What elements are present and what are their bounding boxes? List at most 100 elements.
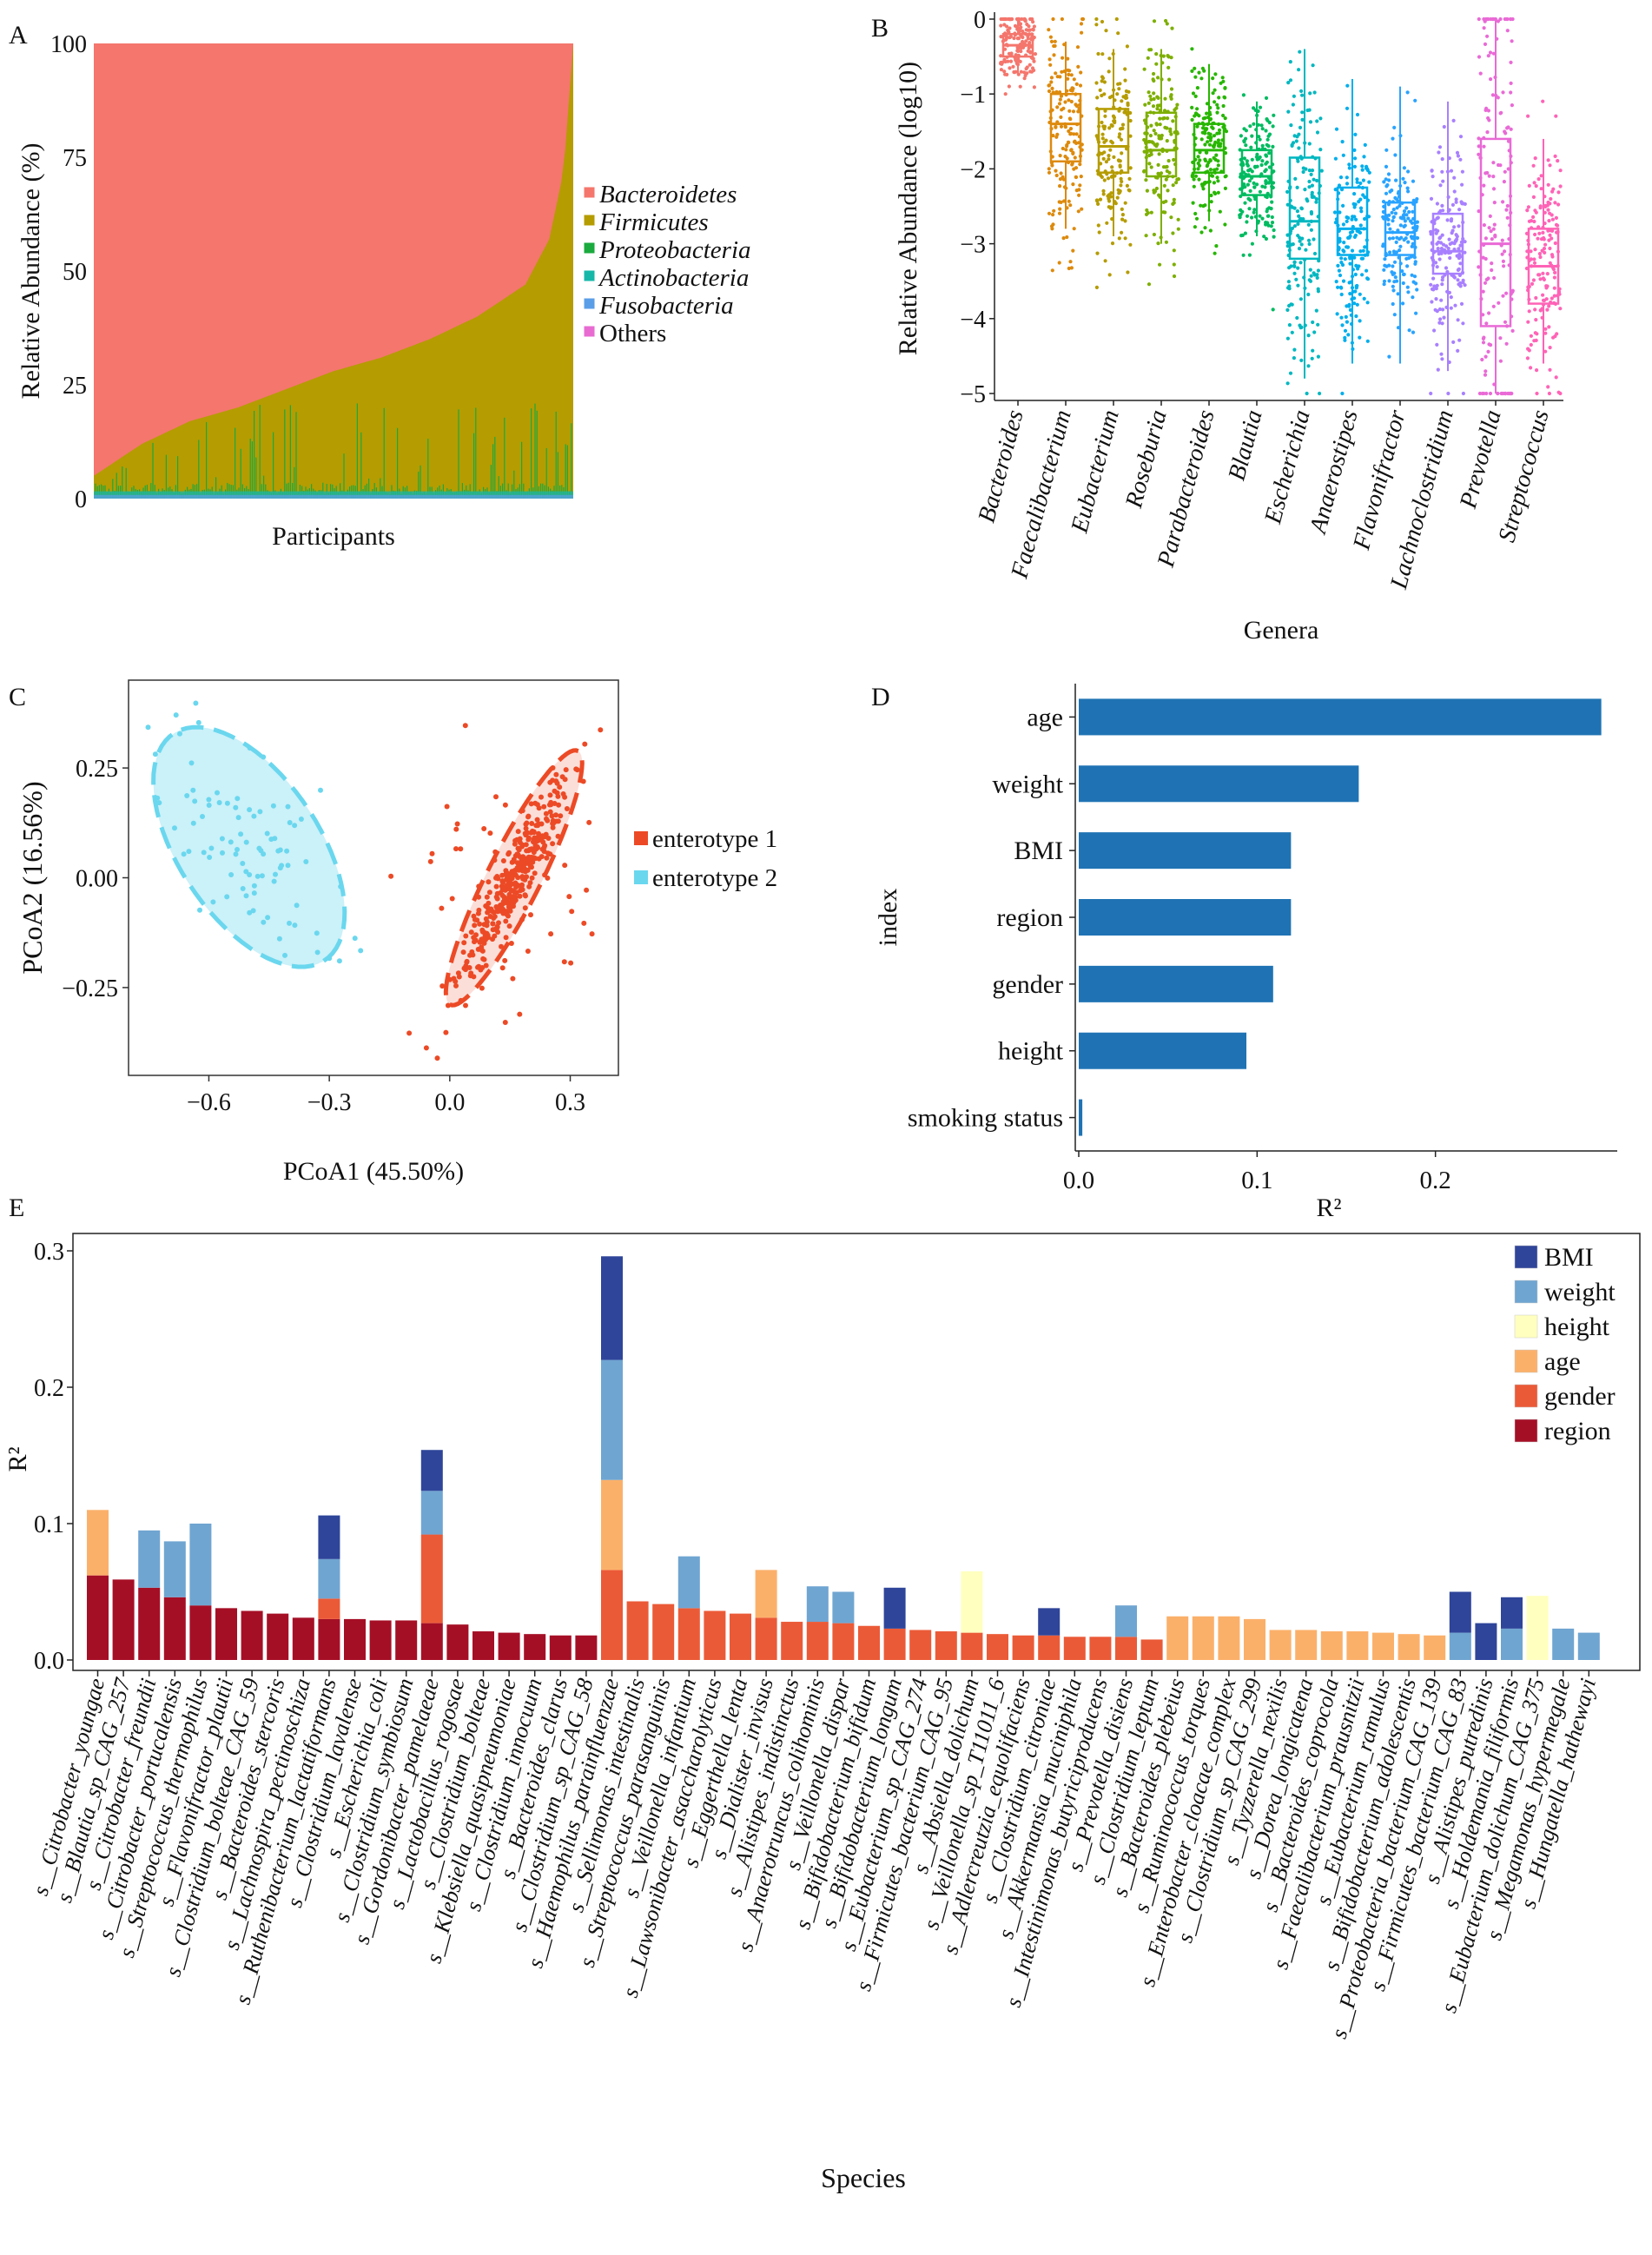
data-point xyxy=(454,821,460,827)
data-point xyxy=(525,949,531,954)
data-point xyxy=(1216,190,1220,195)
bar-segment-age xyxy=(1398,1634,1420,1660)
data-point xyxy=(1120,217,1125,222)
data-point xyxy=(1392,125,1397,129)
data-point xyxy=(1199,203,1203,208)
data-point xyxy=(238,831,244,837)
data-point xyxy=(1406,290,1411,294)
data-point xyxy=(1151,104,1156,109)
data-point xyxy=(519,808,525,814)
data-point xyxy=(1164,240,1168,244)
data-point xyxy=(1441,179,1445,183)
y-axis-title: index xyxy=(874,889,902,947)
data-point xyxy=(1243,185,1247,189)
data-point xyxy=(512,841,518,847)
data-point xyxy=(1241,93,1246,97)
bar-stack xyxy=(1320,1631,1343,1660)
data-point xyxy=(1264,162,1268,166)
data-point xyxy=(240,861,246,866)
data-point xyxy=(195,719,202,725)
data-point xyxy=(1032,85,1036,89)
data-point xyxy=(543,810,549,817)
data-point xyxy=(1402,166,1406,170)
data-point xyxy=(1403,219,1407,223)
data-point xyxy=(1491,187,1497,191)
data-point xyxy=(1453,303,1457,308)
data-point xyxy=(461,940,467,946)
data-point xyxy=(1390,270,1394,274)
bar-stack xyxy=(1552,1628,1575,1660)
data-point xyxy=(1112,155,1116,159)
data-point xyxy=(1386,222,1391,227)
data-point xyxy=(1054,89,1059,94)
data-point xyxy=(517,836,523,842)
data-point xyxy=(1059,115,1063,119)
data-point xyxy=(1541,99,1545,103)
data-point xyxy=(1012,70,1017,75)
data-point xyxy=(1107,157,1111,162)
data-point xyxy=(518,888,524,894)
data-point xyxy=(1483,171,1488,175)
data-point xyxy=(1382,282,1386,287)
data-point xyxy=(1529,334,1533,338)
data-point xyxy=(1532,219,1536,224)
data-point xyxy=(1358,249,1363,254)
data-point xyxy=(1343,257,1347,261)
data-point xyxy=(224,800,230,806)
data-point xyxy=(1285,189,1290,194)
data-point xyxy=(1120,99,1124,103)
data-point xyxy=(1152,129,1156,133)
data-point xyxy=(584,887,590,893)
data-point xyxy=(1094,285,1099,289)
data-point xyxy=(550,821,556,826)
y-axis-title: PCoA2 (16.56%) xyxy=(17,781,48,974)
data-point xyxy=(292,922,298,929)
data-point xyxy=(1501,200,1505,204)
data-point xyxy=(1384,191,1389,195)
data-point xyxy=(1498,336,1503,341)
data-point xyxy=(1359,209,1364,214)
data-point xyxy=(1309,172,1313,176)
data-point xyxy=(1252,208,1257,212)
data-point xyxy=(318,787,323,793)
bar-stack xyxy=(369,1620,392,1660)
data-point xyxy=(287,920,292,926)
data-point xyxy=(1288,60,1292,64)
data-point xyxy=(1112,119,1116,123)
data-point xyxy=(1432,328,1437,333)
data-point xyxy=(1118,164,1122,169)
bar-segment-weight xyxy=(677,1556,700,1609)
data-point xyxy=(1316,322,1320,327)
data-point xyxy=(1006,59,1010,63)
data-point xyxy=(1543,250,1547,255)
data-point xyxy=(1265,154,1269,158)
box-flavonifractor xyxy=(1384,201,1417,256)
data-point xyxy=(1334,127,1339,131)
bar-stack xyxy=(87,1510,109,1660)
bar-segment-gender xyxy=(755,1617,777,1660)
data-point xyxy=(1486,349,1490,354)
data-point xyxy=(1190,69,1194,73)
bar-stack xyxy=(1295,1630,1318,1660)
data-point xyxy=(1144,178,1148,182)
data-point xyxy=(1506,125,1510,129)
data-point xyxy=(514,860,520,866)
data-point xyxy=(1384,177,1388,182)
data-point xyxy=(434,1055,440,1061)
data-point xyxy=(1410,236,1414,241)
data-point xyxy=(1348,261,1352,266)
data-point xyxy=(1064,148,1068,152)
data-point xyxy=(532,800,539,806)
data-point xyxy=(1032,24,1036,29)
data-point xyxy=(1175,102,1180,107)
data-point xyxy=(510,975,516,982)
data-point xyxy=(1411,209,1415,214)
data-point xyxy=(172,825,177,831)
data-point xyxy=(531,839,537,845)
data-point xyxy=(1079,175,1083,179)
data-point xyxy=(500,901,506,907)
data-point xyxy=(1361,178,1365,182)
data-point xyxy=(1436,247,1440,251)
data-point xyxy=(1482,26,1486,30)
data-point xyxy=(1127,176,1132,181)
